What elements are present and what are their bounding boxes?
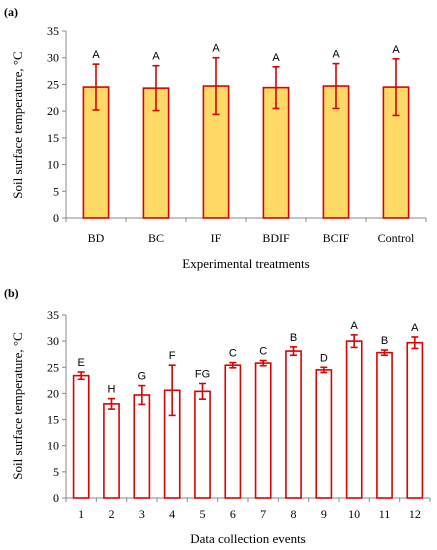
y-tick-label: 30	[47, 51, 59, 65]
significance-letter: C	[259, 345, 267, 357]
y-tick-label: 20	[47, 104, 59, 118]
significance-letter: B	[381, 335, 388, 347]
x-tick-label: 10	[348, 507, 360, 521]
y-tick-label: 15	[47, 131, 59, 145]
y-tick-label: 0	[53, 491, 59, 505]
y-tick-label: 25	[47, 360, 59, 374]
x-tick-label: 12	[409, 507, 421, 521]
x-axis-title: Data collection events	[190, 531, 306, 546]
y-tick-label: 25	[47, 77, 59, 91]
bar	[254, 362, 272, 499]
significance-letter: C	[229, 348, 237, 360]
x-tick-label: BC	[148, 231, 164, 245]
significance-letter: A	[392, 44, 400, 56]
bar	[72, 374, 90, 499]
bar	[194, 390, 211, 499]
significance-letter: A	[92, 49, 100, 61]
bar	[376, 351, 393, 499]
x-tick-label: 5	[200, 507, 206, 521]
x-axis-title: Experimental treatments	[182, 256, 309, 271]
y-tick-label: 20	[47, 386, 59, 400]
x-tick-label: 4	[169, 507, 175, 521]
panel-label: (a)	[4, 5, 18, 19]
significance-letter: A	[152, 51, 160, 63]
significance-letter: D	[320, 352, 328, 364]
significance-letter: H	[108, 384, 116, 396]
x-tick-label: 1	[78, 507, 84, 521]
significance-letter: FG	[195, 368, 210, 380]
significance-letter: A	[411, 322, 419, 334]
x-tick-label: BDIF	[262, 231, 290, 245]
y-tick-label: 0	[53, 211, 59, 225]
y-axis-title: Soil surface temperature, °C	[10, 332, 25, 479]
significance-letter: G	[138, 371, 147, 383]
significance-letter: A	[212, 43, 220, 55]
significance-letter: B	[290, 332, 297, 344]
significance-letter: E	[77, 357, 84, 369]
significance-letter: F	[169, 350, 176, 362]
y-tick-label: 35	[47, 308, 59, 322]
x-tick-label: 3	[139, 507, 145, 521]
y-tick-label: 5	[53, 465, 59, 479]
y-tick-label: 10	[47, 439, 59, 453]
x-tick-label: 2	[109, 507, 115, 521]
bar	[103, 403, 120, 499]
x-tick-label: IF	[211, 231, 222, 245]
bar	[224, 364, 242, 499]
bar	[406, 341, 424, 499]
bar	[315, 369, 333, 499]
bar	[345, 340, 363, 499]
y-tick-label: 30	[47, 334, 59, 348]
x-tick-label: 7	[260, 507, 266, 521]
significance-letter: A	[350, 320, 358, 332]
significance-letter: A	[272, 52, 280, 64]
chart-panel-a: (a) 0 5 10 15 20 25 30 35 Soil surface temperatur…	[4, 5, 427, 271]
y-axis-title: Soil surface temperature, °C	[10, 51, 25, 198]
panel-label: (b)	[4, 286, 19, 300]
x-tick-label: BCIF	[323, 231, 350, 245]
significance-letter: A	[332, 49, 340, 61]
x-tick-label: Control	[378, 231, 415, 245]
y-tick-label: 35	[47, 24, 59, 38]
y-tick-label: 10	[47, 158, 59, 172]
bar	[285, 350, 302, 499]
y-tick-label: 5	[53, 184, 59, 198]
x-tick-label: 6	[230, 507, 236, 521]
x-tick-label: 9	[321, 507, 327, 521]
bar	[133, 394, 151, 499]
bar	[262, 86, 290, 219]
x-tick-label: BD	[88, 231, 105, 245]
y-tick-label: 15	[47, 413, 59, 427]
x-tick-label: 8	[291, 507, 297, 521]
x-tick-label: 11	[379, 507, 391, 521]
